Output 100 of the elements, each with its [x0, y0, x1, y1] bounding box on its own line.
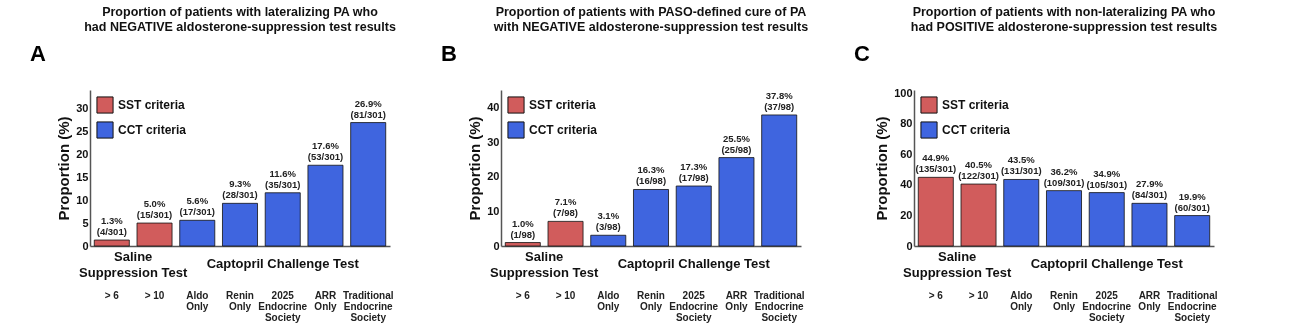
bar	[675, 185, 712, 247]
bar	[761, 114, 798, 247]
data-label: 1.3% (4/301)	[96, 215, 127, 238]
y-tick-label: 60	[900, 147, 913, 160]
bar	[1046, 190, 1082, 247]
bar	[1088, 192, 1125, 247]
x-tick-label: Traditional Endocrine Society	[753, 289, 805, 323]
bar	[504, 242, 541, 247]
x-tick-label: 2025 Endocrine Society	[258, 289, 308, 323]
chart-title: Proportion of patients with lateralizing PA who had NEGATIVE aldosterone-suppression test results	[84, 5, 396, 34]
bar	[136, 222, 173, 247]
text: Captopril Challenge Test	[617, 256, 771, 271]
x-tick-label: Aldo Only	[597, 289, 620, 312]
x-tick-label: Aldo Only	[186, 289, 209, 312]
x-tick-label: Traditional Endocrine Society	[342, 289, 394, 323]
x-tick-label: Renin Only	[1050, 289, 1078, 312]
data-label: 16.3% (16/98)	[635, 164, 667, 187]
x-tick-label: Aldo Only	[1010, 289, 1033, 312]
data-label: 17.3% (17/98)	[678, 161, 709, 184]
data-label: 1.0% (1/98)	[510, 217, 536, 240]
x-tick-label: > 6	[104, 289, 120, 301]
data-label: 40.5% (122/301)	[958, 159, 999, 182]
legend-label: SST criteria	[942, 98, 1010, 112]
legend-label: CCT criteria	[118, 123, 187, 137]
bar	[960, 183, 997, 247]
data-label: 17.6% (53/301)	[307, 140, 344, 163]
text: Saline Suppression Test	[490, 249, 599, 280]
y-tick-label: 20	[900, 208, 913, 221]
data-label: 9.3% (28/301)	[222, 178, 258, 201]
x-tick-label: Renin Only	[226, 289, 254, 312]
y-tick-label: 20	[76, 147, 89, 160]
x-tick-label: 2025 Endocrine Society	[669, 289, 719, 323]
chart-title: Proportion of patients with PASO-defined cure of PA with NEGATIVE aldosterone-suppression test results	[492, 5, 809, 34]
x-tick-label: > 6	[515, 289, 531, 301]
x-tick-label: 2025 Endocrine Society	[1082, 289, 1132, 323]
y-tick-label: 0	[493, 239, 500, 252]
data-label: 25.5% (25/98)	[721, 132, 752, 155]
data-label: 5.6% (17/301)	[179, 195, 215, 218]
y-axis-title: Proportion (%)	[466, 116, 484, 221]
y-tick-label: 0	[82, 239, 89, 252]
data-label: 44.9% (135/301)	[915, 152, 957, 175]
x-tick-label: > 6	[928, 289, 944, 301]
legend-label: CCT criteria	[942, 123, 1011, 137]
bar	[917, 176, 954, 247]
bar	[307, 164, 344, 247]
x-tick-label: > 10	[555, 289, 576, 301]
y-tick-label: 20	[487, 170, 500, 183]
x-tick-label: > 10	[144, 289, 165, 301]
data-label: 43.5% (131/301)	[1000, 154, 1042, 177]
x-tick-label: Traditional Endocrine Society	[1166, 289, 1218, 323]
x-tick-label: > 10	[968, 289, 989, 301]
y-tick-label: 10	[487, 204, 500, 217]
y-axis-title: Proportion (%)	[873, 116, 891, 221]
bar	[1003, 179, 1040, 247]
text: A	[30, 41, 46, 66]
data-label: 3.1% (3/98)	[595, 210, 621, 233]
legend-label: CCT criteria	[529, 123, 598, 137]
y-tick-label: 40	[900, 178, 913, 191]
y-tick-label: 30	[76, 101, 89, 114]
text: C	[854, 41, 870, 66]
x-tick-label: ARR Only	[725, 289, 749, 312]
data-label: 11.6% (35/301)	[265, 167, 301, 190]
text: B	[441, 41, 457, 66]
bar	[633, 189, 669, 247]
bar	[718, 157, 755, 247]
data-label: 37.8% (37/98)	[764, 89, 795, 112]
data-label: 36.2% (109/301)	[1043, 165, 1085, 188]
legend-label: SST criteria	[118, 98, 186, 112]
bar	[179, 219, 216, 247]
x-tick-label: ARR Only	[1138, 289, 1162, 312]
bar	[350, 122, 387, 247]
data-label: 34.9% (105/301)	[1086, 167, 1128, 190]
y-tick-label: 5	[82, 216, 89, 229]
data-label: 27.9% (84/301)	[1131, 178, 1168, 201]
y-tick-label: 100	[894, 86, 913, 99]
y-tick-label: 0	[906, 239, 913, 252]
y-tick-label: 25	[76, 124, 89, 137]
x-tick-label: ARR Only	[314, 289, 338, 312]
bar	[222, 202, 258, 247]
data-label: 26.9% (81/301)	[350, 97, 386, 120]
y-tick-label: 40	[487, 100, 500, 113]
bar	[1174, 215, 1211, 247]
chart-title: Proportion of patients with non-lateralizing PA who had POSITIVE aldosterone-suppression test results	[910, 5, 1218, 34]
bar	[264, 192, 301, 247]
legend-label: SST criteria	[529, 98, 597, 112]
y-axis-title: Proportion (%)	[55, 116, 73, 221]
y-tick-label: 15	[76, 170, 89, 183]
data-label: 19.9% (60/301)	[1174, 190, 1210, 213]
text: Saline Suppression Test	[79, 249, 188, 280]
x-tick-label: Renin Only	[637, 289, 665, 312]
data-label: 5.0% (15/301)	[136, 198, 173, 221]
bar	[93, 239, 130, 247]
bar	[547, 220, 584, 247]
bar	[1131, 202, 1168, 247]
data-label: 7.1% (7/98)	[553, 196, 578, 219]
text: Captopril Challenge Test	[1030, 256, 1184, 271]
text: Captopril Challenge Test	[206, 256, 360, 271]
text: Saline Suppression Test	[903, 249, 1012, 280]
bar	[590, 234, 627, 247]
y-tick-label: 30	[487, 135, 500, 148]
